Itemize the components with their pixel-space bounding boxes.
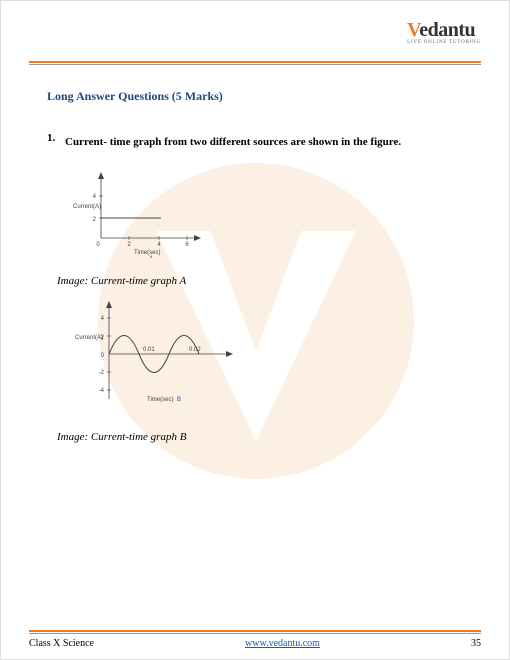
page: Vedantu LIVE ONLINE TUTORING Long Answer… [0,0,510,660]
brand-logo: Vedantu LIVE ONLINE TUTORING [407,19,481,45]
chart-a-xlabel: Time(sec) [134,250,160,256]
chart-b-ytick-3: 2 [101,335,105,341]
chart-a: Current(A) 0 2 4 6 2 4 Time(sec) A [69,168,209,258]
content-layer: Vedantu LIVE ONLINE TUTORING Long Answer… [29,19,481,443]
brand-v: V [407,19,419,41]
footer-row: Class X Science www.vedantu.com 35 [29,638,481,649]
chart-b-wrap: Current(A) 4 2 0 -2 -4 0.01 0.02 Time(se… [69,299,481,419]
footer: Class X Science www.vedantu.com 35 [29,630,481,649]
chart-b-ytick-4: 4 [101,316,105,322]
caption-b: Image: Current-time graph B [57,431,481,443]
chart-a-wrap: Current(A) 0 2 4 6 2 4 Time(sec) A [69,168,481,263]
chart-b-xtick-2: 0.02 [189,347,201,353]
chart-a-xtick-2: 4 [157,242,161,248]
chart-a-ylabel: Current(A) [73,204,101,210]
chart-b-ytick-2: 0 [101,353,105,359]
question-text: Current- time graph from two different s… [65,136,465,148]
footer-divider [29,630,481,634]
chart-a-sublabel: A [149,256,153,258]
chart-b-ytick-1: -2 [99,370,105,376]
chart-a-xtick-1: 2 [127,242,131,248]
brand-tagline: LIVE ONLINE TUTORING [407,40,481,45]
section-heading: Long Answer Questions (5 Marks) [47,89,481,104]
header: Vedantu LIVE ONLINE TUTORING [29,19,481,59]
footer-link[interactable]: www.vedantu.com [245,638,320,649]
chart-a-ytick-2: 4 [93,194,97,200]
chart-b-ytick-0: -4 [99,388,105,394]
chart-b-xlabel: Time(sec) [147,397,173,403]
chart-b-sublabel: B [177,397,181,403]
chart-a-ytick-1: 2 [93,217,97,223]
caption-a: Image: Current-time graph A [57,275,481,287]
brand-rest: edantu [419,19,475,41]
chart-b-ylabel: Current(A) [75,335,103,341]
question-number: 1. [47,132,61,144]
page-number: 35 [471,638,481,649]
chart-b-xtick-1: 0.01 [143,347,155,353]
chart-a-xtick-0: 0 [96,242,100,248]
chart-a-xtick-3: 6 [185,242,189,248]
header-divider [29,61,481,65]
chart-b: Current(A) 4 2 0 -2 -4 0.01 0.02 Time(se… [69,299,239,414]
question-block: 1. Current- time graph from two differen… [47,132,481,150]
footer-left: Class X Science [29,638,94,649]
brand-name: Vedantu [407,19,481,42]
